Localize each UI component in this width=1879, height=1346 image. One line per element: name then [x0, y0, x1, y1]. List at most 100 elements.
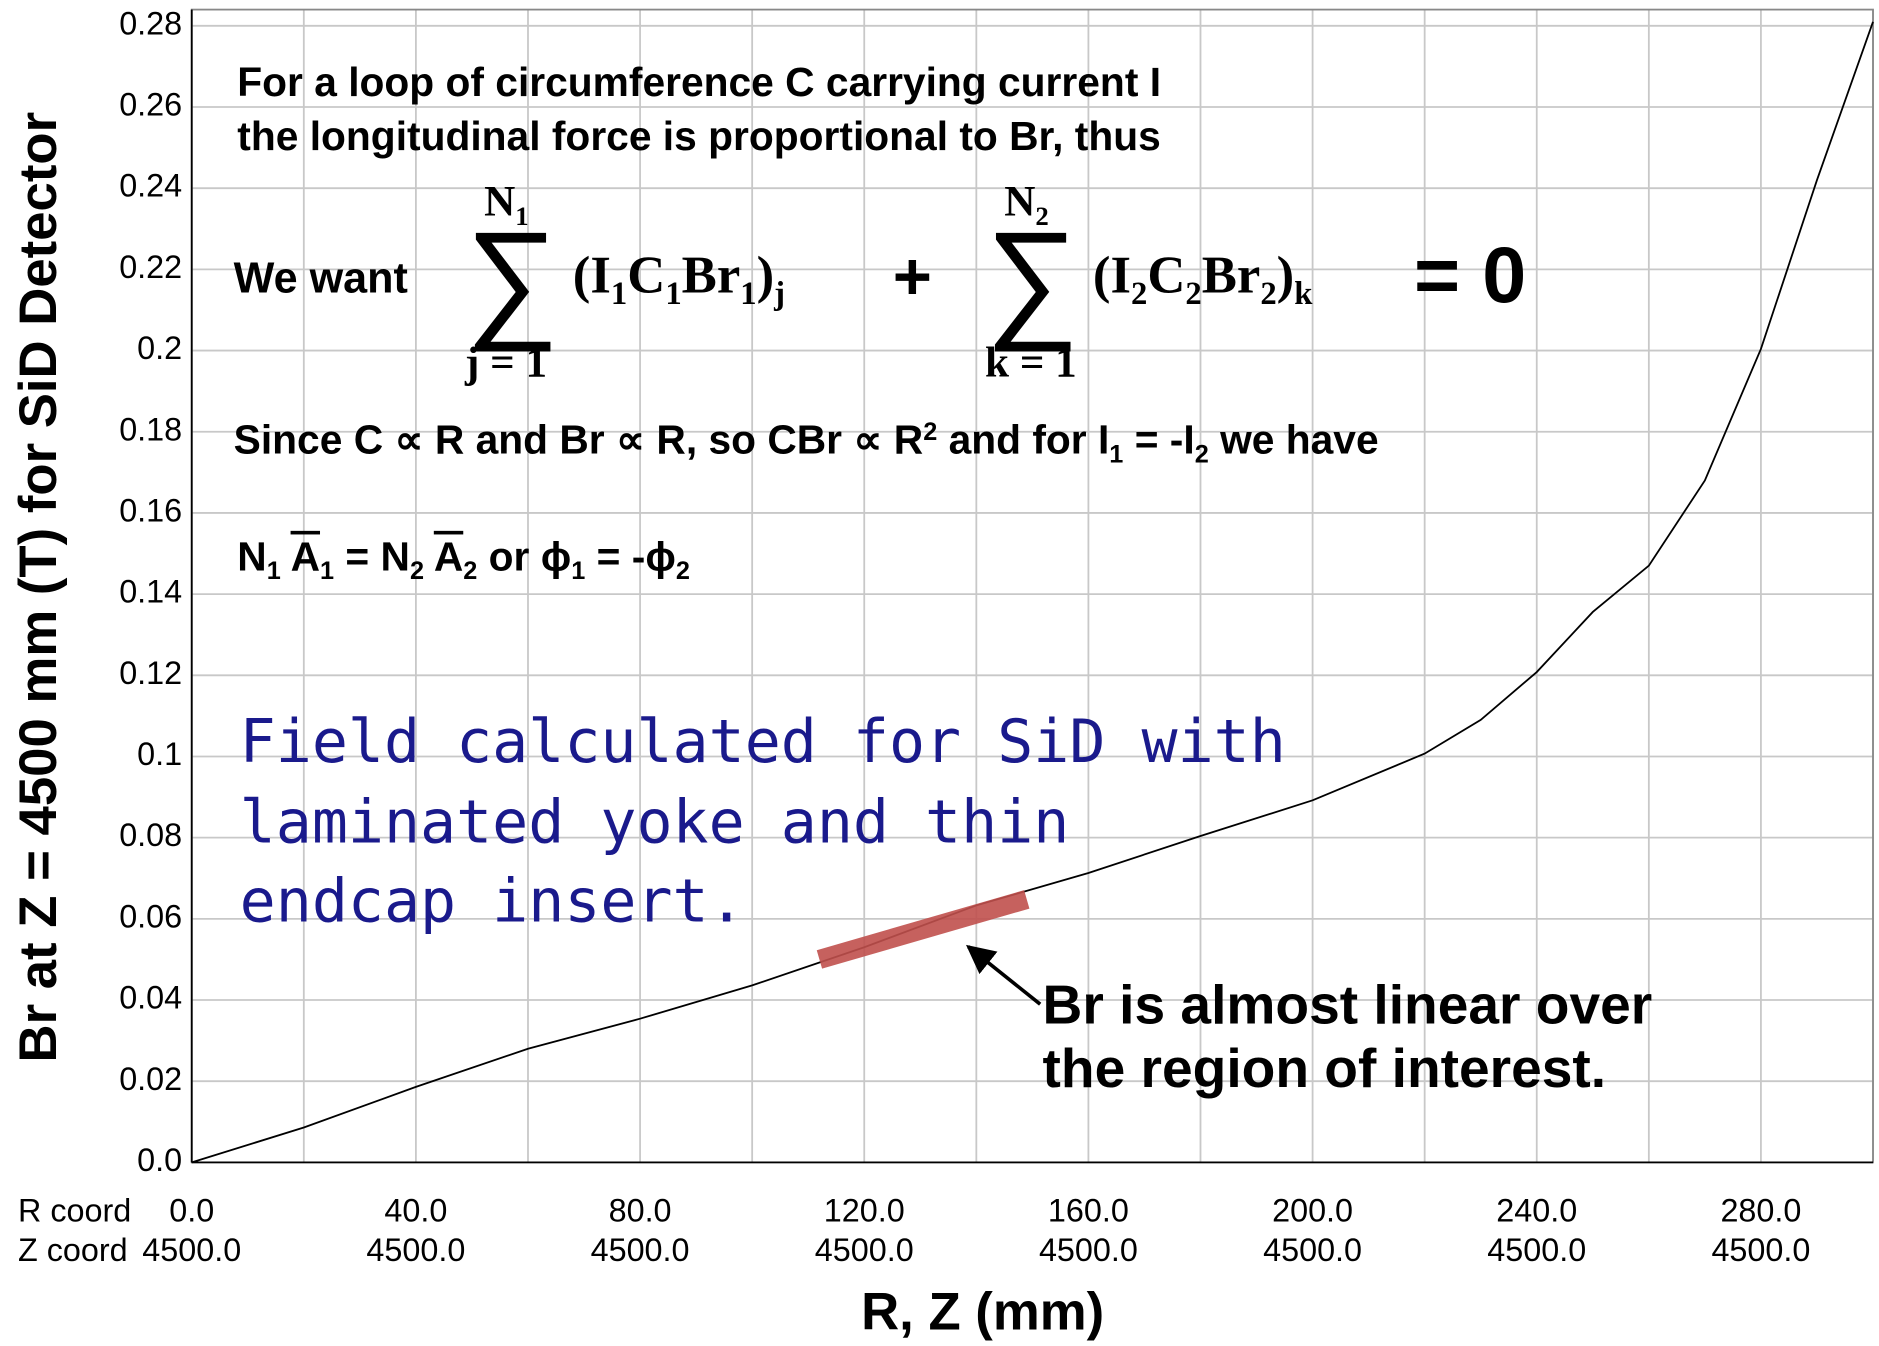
row-name: R coord: [18, 1192, 131, 1228]
text-segment: N: [237, 534, 267, 580]
sum-lower: j = 1: [464, 337, 548, 386]
subscript: 2: [1130, 275, 1148, 312]
x-tick-label: 160.0: [1048, 1192, 1129, 1228]
subscript: 2: [409, 557, 425, 586]
x-axis-label: R, Z (mm): [861, 1283, 1104, 1342]
since-line: Since C ∝ R and Br ∝ R, so CBr ∝ R2 and …: [234, 419, 1379, 467]
text-segment: and for I: [937, 417, 1110, 464]
x-tick-label: 40.0: [384, 1192, 447, 1228]
z-tick-label: 4500.0: [142, 1232, 241, 1268]
y-tick-label: 0.14: [119, 574, 182, 610]
z-tick-label: 4500.0: [1039, 1232, 1138, 1268]
equation-lead: We want: [233, 252, 408, 302]
sum-term: (I1C1Br1)j: [573, 249, 785, 310]
text-segment: (I: [572, 245, 611, 305]
z-tick-label: 4500.0: [1711, 1232, 1810, 1268]
subscript: 1: [266, 557, 281, 586]
note-line: laminated yoke and thin: [239, 787, 1070, 857]
text-segment: A: [290, 534, 321, 580]
text-segment: [424, 534, 434, 580]
subscript: j: [774, 275, 786, 312]
sum-upper: N1: [484, 180, 529, 230]
subscript: 1: [1109, 440, 1124, 469]
subscript: 1: [571, 557, 586, 586]
text-segment: (I: [1092, 245, 1131, 305]
text-segment: Br: [1201, 245, 1261, 305]
subscript: 1: [665, 275, 682, 312]
text-segment: ): [1276, 245, 1295, 305]
text-segment: Br: [681, 245, 741, 305]
text-segment: C: [1147, 245, 1186, 305]
subscript: 2: [1260, 275, 1277, 312]
callout-line: the region of interest.: [1042, 1036, 1607, 1099]
text-segment: N: [1004, 177, 1036, 226]
y-tick-label: 0.08: [119, 817, 182, 853]
subscript: 1: [515, 201, 529, 232]
y-tick-label: 0.06: [119, 898, 182, 934]
subscript: 1: [320, 557, 335, 586]
text-segment: = -I: [1123, 417, 1195, 464]
y-tick-label: 0.2: [137, 330, 182, 366]
sum-symbol: ∑: [985, 204, 1080, 353]
x-tick-label: 120.0: [824, 1192, 905, 1228]
subscript: k: [1294, 275, 1313, 312]
sum-term: (I2C2Br2)k: [1093, 249, 1313, 310]
x-tick-label: 200.0: [1272, 1192, 1353, 1228]
flux-line: N1 A1 = N2 A2 or ϕ1 = -ϕ2: [237, 537, 690, 584]
subscript: 2: [463, 557, 478, 586]
note-line: endcap insert.: [239, 866, 745, 936]
subscript: 2: [1035, 201, 1049, 232]
y-tick-label: 0.02: [119, 1061, 182, 1097]
subscript: 1: [740, 275, 757, 312]
highlight: [816, 890, 1030, 969]
z-tick-label: 4500.0: [591, 1232, 690, 1268]
text-segment: A: [433, 534, 464, 580]
y-tick-label: 0.26: [119, 87, 182, 123]
callout-arrow: [966, 944, 1042, 1006]
text-segment: ): [756, 245, 775, 305]
intro-line: the longitudinal force is proportional t…: [237, 113, 1161, 160]
superscript: 2: [923, 418, 938, 446]
z-tick-label: 4500.0: [366, 1232, 465, 1268]
subscript: 2: [1194, 440, 1209, 469]
callout-line: Br is almost linear over: [1042, 973, 1653, 1036]
equation-plus: +: [892, 238, 932, 314]
subscript: 1: [610, 275, 628, 312]
equation-rhs: = 0: [1414, 230, 1527, 319]
sum-symbol: ∑: [464, 204, 559, 353]
y-tick-label: 0.12: [119, 655, 182, 691]
text-segment: we have: [1208, 417, 1379, 464]
text-segment: = N: [334, 534, 410, 580]
row-name: Z coord: [18, 1232, 128, 1268]
x-tick-label: 0.0: [169, 1192, 214, 1228]
y-tick-label: 0.24: [119, 168, 182, 204]
data-line: [191, 21, 1874, 1164]
x-tick-label: 80.0: [609, 1192, 672, 1228]
intro-line: For a loop of circumference C carrying c…: [237, 59, 1162, 106]
y-tick-label: 0.18: [119, 411, 182, 447]
sum-lower: k = 1: [985, 337, 1077, 386]
y-tick-label: 0.28: [119, 5, 182, 41]
sum-upper: N2: [1004, 180, 1049, 230]
y-tick-label: 0.16: [119, 492, 182, 528]
text-segment: = -ϕ: [585, 534, 676, 580]
y-tick-label: 0.22: [119, 249, 182, 285]
text-segment: Since C ∝ R and Br ∝ R, so CBr ∝ R: [233, 417, 924, 464]
z-tick-label: 4500.0: [1263, 1232, 1362, 1268]
z-tick-label: 4500.0: [815, 1232, 914, 1268]
text-segment: N: [484, 177, 516, 226]
x-tick-label: 280.0: [1720, 1192, 1801, 1228]
subscript: 2: [675, 557, 690, 586]
y-axis-label: Br at Z = 4500 mm (T) for SiD Detector: [9, 112, 68, 1063]
y-tick-label: 0.0: [137, 1142, 182, 1178]
x-tick-label: 240.0: [1496, 1192, 1577, 1228]
text-segment: C: [627, 245, 666, 305]
y-tick-label: 0.1: [137, 736, 182, 772]
text-segment: or ϕ: [477, 534, 572, 580]
subscript: 2: [1185, 275, 1202, 312]
y-tick-label: 0.04: [119, 980, 182, 1016]
note-line: Field calculated for SiD with: [239, 707, 1286, 777]
